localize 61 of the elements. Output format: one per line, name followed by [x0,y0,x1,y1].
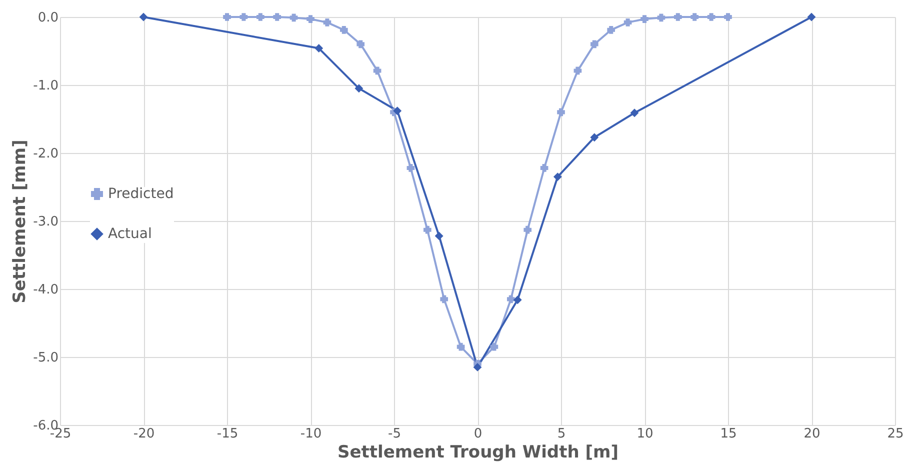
point [314,44,323,52]
point [557,108,565,116]
legend-label: Predicted [108,186,174,202]
x-tick-label: 10 [636,426,654,442]
point [140,13,148,21]
x-tick-label: 5 [557,426,566,442]
x-tick-label: -25 [50,426,72,442]
point [630,108,638,117]
x-tick-label: 25 [887,426,904,442]
x-tick-label: -20 [133,426,155,442]
point [440,295,448,304]
y-tick-label: -3.0 [33,214,58,230]
point [640,15,648,23]
y-tick-label: -5.0 [33,350,58,366]
point [590,40,598,48]
point [474,363,482,372]
point [256,13,264,21]
point [690,13,699,21]
point [724,13,732,21]
point [393,106,402,115]
y-axis-title: Settlement [mm] [10,140,30,304]
y-tick-label: -1.0 [33,78,58,94]
point [540,164,548,172]
y-tick-label: 0.0 [38,10,58,26]
point [340,26,348,34]
point [657,14,666,22]
point [355,84,363,92]
point [707,13,716,21]
y-tick-label: -2.0 [33,146,58,162]
point [223,13,231,21]
x-tick-label: 0 [474,426,482,442]
point [674,13,682,21]
point [607,26,616,34]
point [323,18,332,26]
point [240,13,248,21]
x-tick-label: -5 [388,426,401,442]
point [524,226,532,234]
x-tick-label: -15 [216,426,238,442]
point [574,66,582,75]
point [514,296,522,304]
point [423,226,432,234]
point [306,15,314,23]
point [356,40,365,48]
point [490,342,498,351]
point [290,14,298,22]
point [406,164,415,172]
point [435,232,443,240]
x-tick-label: 20 [804,426,820,442]
point [624,18,632,26]
point [808,13,816,21]
x-axis-title: Settlement Trough Width [m] [337,442,619,462]
point [456,342,465,351]
x-tick-label: -10 [300,426,322,442]
legend-label: Actual [108,226,152,242]
point [554,172,562,181]
point [273,13,282,21]
point [373,66,382,75]
point [590,133,598,142]
y-tick-label: -4.0 [33,282,58,298]
point [506,295,515,304]
x-tick-label: 15 [720,426,737,442]
